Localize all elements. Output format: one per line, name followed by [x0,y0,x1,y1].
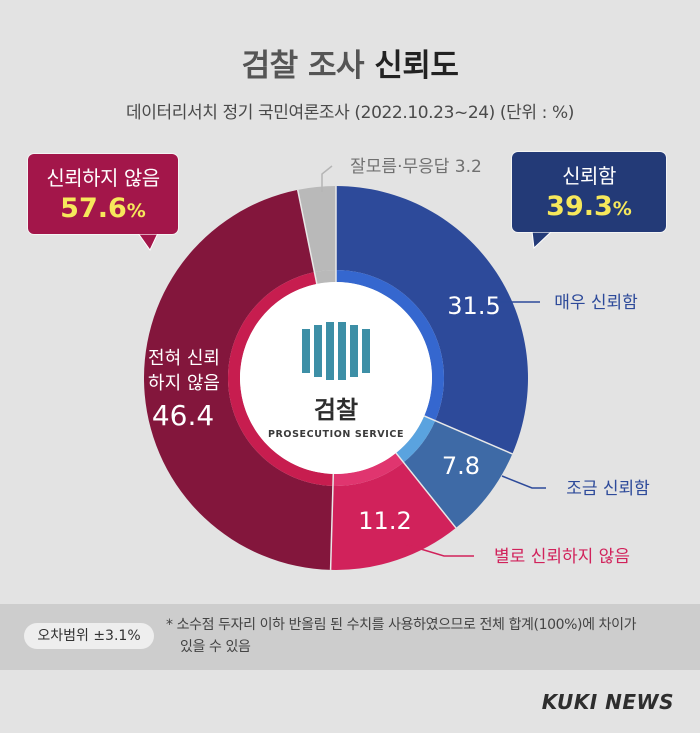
brand-logo: KUKI NEWS [541,690,674,714]
leader-unknown [321,165,333,192]
inner-band-not-at-all-trust [228,272,334,486]
category-label-very-trust: 매우 신뢰함 [554,293,638,313]
callout-not-trust: 신뢰하지 않음 57.6% [28,154,178,234]
slice-some-trust [403,420,513,528]
callout-trust-value: 39.3% [512,191,666,222]
slice-very-trust [336,186,528,454]
footnote-line-1: * 소수점 두자리 이하 반올림 된 수치를 사용하였으므로 전체 합계(100… [166,617,637,633]
slice-unknown [297,186,336,273]
callout-not-trust-number: 57.6 [60,193,127,224]
callout-trust-label: 신뢰함 [562,164,616,188]
inner-band-very-trust [336,270,445,421]
callout-not-trust-unit: % [126,200,146,222]
slice-divider [296,189,318,285]
leader-some-trust [501,475,546,489]
callout-trust: 신뢰함 39.3% [512,152,666,232]
callout-not-trust-label: 신뢰하지 않음 [46,166,160,190]
category-label-not-much-trust: 별로 신뢰하지 않음 [494,547,630,567]
footnote: * 소수점 두자리 이하 반올림 된 수치를 사용하였으므로 전체 합계(100… [166,614,686,658]
title-bold: 신뢰도 [374,48,459,84]
center-disk [240,282,432,474]
page-title: 검찰 조사 신뢰도 [0,40,700,85]
inner-band-some-trust [395,415,436,463]
center-logo-name: 검찰 [314,396,358,424]
callout-not-trust-value: 57.6% [28,193,178,224]
slice-divider [423,415,513,455]
chart-layer: 검찰 PROSECUTION SERVICE 31.5 7.8 11.2 전혀 신뢰하지 … [137,157,650,570]
footnote-line-2: 있을 수 있음 [180,639,251,655]
logo-bar [302,329,310,373]
title-light: 검찰 조사 [241,48,365,84]
logo-bar [326,322,334,380]
category-label-unknown: 잘모름·무응답 3.2 [350,157,482,177]
center-logo-sub: PROSECUTION SERVICE [268,429,404,440]
inner-label-not-at-all-line2: 하지 않음 [148,373,220,394]
data-label-some-trust: 7.8 [442,452,480,480]
donut-chart: 검찰 PROSECUTION SERVICE 31.5 7.8 11.2 전혀 신뢰하지 … [137,157,650,570]
callout-not-trust-tail [137,232,159,251]
logo-bar [350,325,358,377]
inner-band-unknown [314,270,336,284]
margin-of-error-badge: 오차범위 ±3.1% [24,623,154,649]
slice-not-at-all-trust [144,189,333,570]
logo-bar [362,329,370,373]
slice-divider [329,473,335,570]
subtitle: 데이터리서치 정기 국민여론조사 (2022.10.23~24) (단위 : %… [126,103,574,123]
slice-divider [395,452,457,529]
inner-label-not-at-all-line1: 전혀 신뢰 [148,348,220,369]
inner-band-not-much-trust [332,452,404,486]
leader-not-much-trust [403,543,474,557]
data-label-not-at-all-trust: 46.4 [152,399,214,432]
callout-trust-tail [531,230,554,250]
callout-trust-unit: % [612,198,632,220]
data-label-very-trust: 31.5 [447,292,500,320]
category-label-some-trust: 조금 신뢰함 [566,479,650,499]
logo-bar [338,322,346,380]
data-label-not-much-trust: 11.2 [358,507,411,535]
callout-trust-number: 39.3 [546,191,613,222]
logo-bar [314,325,322,377]
